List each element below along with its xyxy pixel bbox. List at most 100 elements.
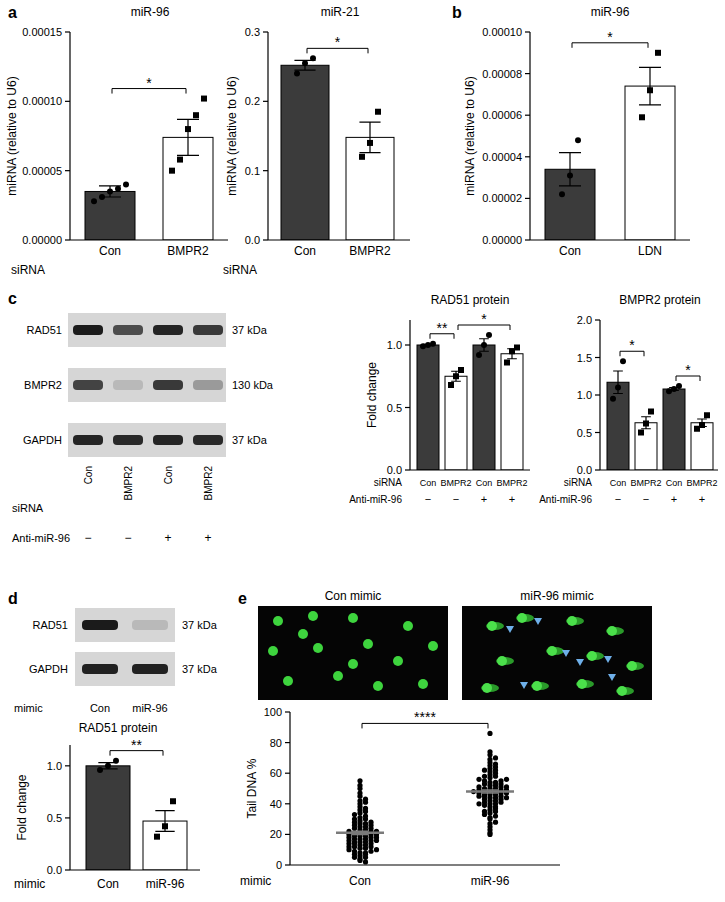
y-tick xyxy=(65,765,70,766)
error-bar xyxy=(294,60,315,70)
row-label: Anti-miR-96 xyxy=(349,494,402,505)
y-tick-label: 100 xyxy=(264,706,282,718)
data-point xyxy=(123,182,129,188)
y-tick-label: 1.5 xyxy=(577,352,592,364)
data-point xyxy=(185,126,191,132)
category-label: Con xyxy=(559,244,581,258)
chart: ConLDN0.000000.000020.000040.000060.0000… xyxy=(463,5,690,258)
category-label: Con xyxy=(294,244,316,258)
x-axis xyxy=(530,239,690,240)
chart: ConBMPR20.00.10.20.3miR-21miRNA (relativ… xyxy=(223,5,410,277)
x-axis xyxy=(70,869,200,870)
bar xyxy=(445,376,467,470)
data-point xyxy=(170,798,176,804)
category-label: BMPR2 xyxy=(630,478,661,488)
chart: ConmiR-960.00.51.0RAD51 proteinFold chan… xyxy=(14,721,200,891)
nucleus xyxy=(547,646,557,656)
bar xyxy=(607,382,629,470)
row-value: + xyxy=(164,531,171,545)
nucleus xyxy=(517,613,527,623)
y-tick-label: 0.00000 xyxy=(482,234,522,246)
bar xyxy=(281,65,329,240)
y-tick xyxy=(263,31,268,32)
y-tick-label: 1.0 xyxy=(47,760,62,772)
data-point xyxy=(699,422,705,428)
y-tick-label: 0.0 xyxy=(577,464,592,476)
nucleus xyxy=(348,659,358,669)
data-point xyxy=(493,820,498,825)
mean-line xyxy=(336,832,384,835)
data-point xyxy=(482,809,487,814)
nucleus xyxy=(428,641,438,651)
data-point xyxy=(201,96,207,102)
size-label: 37 kDa xyxy=(232,434,268,446)
data-point xyxy=(448,382,454,388)
data-point xyxy=(154,834,160,840)
data-point xyxy=(476,784,481,789)
row-label: siRNA xyxy=(12,502,44,514)
bar xyxy=(663,389,685,470)
x-axis-label: siRNA xyxy=(223,263,257,277)
nucleus xyxy=(273,616,283,626)
y-tick xyxy=(525,31,530,32)
protein-label: RAD51 xyxy=(27,324,62,336)
y-tick xyxy=(285,834,290,835)
blot-strip xyxy=(75,608,175,642)
nucleus xyxy=(373,681,383,691)
data-point xyxy=(162,823,168,829)
blot-band xyxy=(193,435,223,445)
category-label: miR-96 xyxy=(146,877,185,891)
comet-tail xyxy=(481,684,499,692)
marks xyxy=(281,55,394,240)
row-label: mimic xyxy=(14,702,43,714)
data-point xyxy=(676,383,682,389)
nucleus xyxy=(393,656,403,666)
data-point xyxy=(363,859,368,864)
significance-label: * xyxy=(685,362,691,378)
blot-band xyxy=(73,325,103,335)
y-tick-label: 0.1 xyxy=(245,165,260,177)
panel-letter: e xyxy=(238,590,247,607)
comet-tail xyxy=(566,617,584,625)
data-point xyxy=(482,768,487,773)
blot-strip xyxy=(68,368,226,402)
data-point xyxy=(420,343,426,349)
y-tick xyxy=(65,170,70,171)
data-point xyxy=(374,847,379,852)
y-tick-label: 1.0 xyxy=(577,389,592,401)
chart-title: miR-21 xyxy=(321,5,360,19)
y-tick-label: 0.5 xyxy=(387,402,402,414)
y-tick-label: 0.0 xyxy=(387,464,402,476)
category-label: BMPR2 xyxy=(496,478,527,488)
y-axis-label: Tail DNA % xyxy=(245,758,259,818)
nucleus xyxy=(487,621,497,631)
data-point xyxy=(363,850,368,855)
nucleus xyxy=(418,679,428,689)
marks xyxy=(545,50,675,240)
data-point xyxy=(177,157,183,163)
row-value: − xyxy=(453,493,459,505)
data-point xyxy=(357,790,362,795)
marks xyxy=(417,332,523,470)
data-point xyxy=(647,87,653,93)
marks xyxy=(86,758,187,870)
data-point xyxy=(639,114,645,120)
category-label: BMPR2 xyxy=(349,244,391,258)
arrowhead xyxy=(534,618,542,625)
image-title: Con mimic xyxy=(325,589,382,603)
arrowhead xyxy=(520,682,528,689)
chart-title: RAD51 protein xyxy=(431,293,510,307)
data-point xyxy=(487,749,492,754)
category-label: BMPR2 xyxy=(686,478,717,488)
y-tick-label: 60 xyxy=(270,767,282,779)
data-point xyxy=(294,71,300,77)
lane-label: BMPR2 xyxy=(123,466,134,501)
data-point xyxy=(363,821,368,826)
bar xyxy=(501,354,523,470)
chart-title: miR-96 xyxy=(131,5,170,19)
bar xyxy=(85,191,135,240)
x-axis-label: siRNA xyxy=(564,477,593,488)
chart-title: miR-96 xyxy=(591,5,630,19)
nucleus xyxy=(283,676,293,686)
significance-label: * xyxy=(481,311,487,327)
